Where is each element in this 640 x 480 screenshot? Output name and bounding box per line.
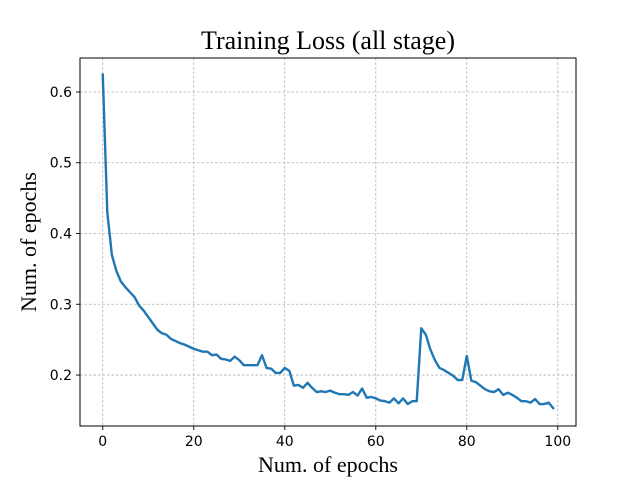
plot-frame bbox=[79, 57, 577, 427]
y-tick-label: 0.6 bbox=[50, 85, 72, 101]
x-axis-label: Num. of epochs bbox=[258, 452, 398, 477]
x-tick-label: 0 bbox=[98, 434, 107, 450]
grid-lines bbox=[80, 58, 576, 426]
y-tick-label: 0.2 bbox=[50, 368, 72, 384]
axis-ticks: 0 20 40 60 80 100 0.2 0.3 0.4 0.5 0.6 bbox=[50, 85, 571, 450]
y-tick-label: 0.4 bbox=[50, 227, 72, 243]
x-tick-label: 20 bbox=[185, 434, 203, 450]
y-tick-label: 0.3 bbox=[50, 297, 72, 313]
x-tick-label: 60 bbox=[367, 434, 385, 450]
x-tick-label: 40 bbox=[276, 434, 294, 450]
chart-title: Training Loss (all stage) bbox=[201, 26, 455, 55]
y-axis-label: Num. of epochs bbox=[16, 172, 41, 312]
x-tick-label: 80 bbox=[458, 434, 476, 450]
loss-series-line bbox=[101, 73, 555, 410]
x-tick-label: 100 bbox=[544, 434, 571, 450]
y-tick-label: 0.5 bbox=[50, 156, 72, 172]
series-layer bbox=[101, 73, 555, 410]
